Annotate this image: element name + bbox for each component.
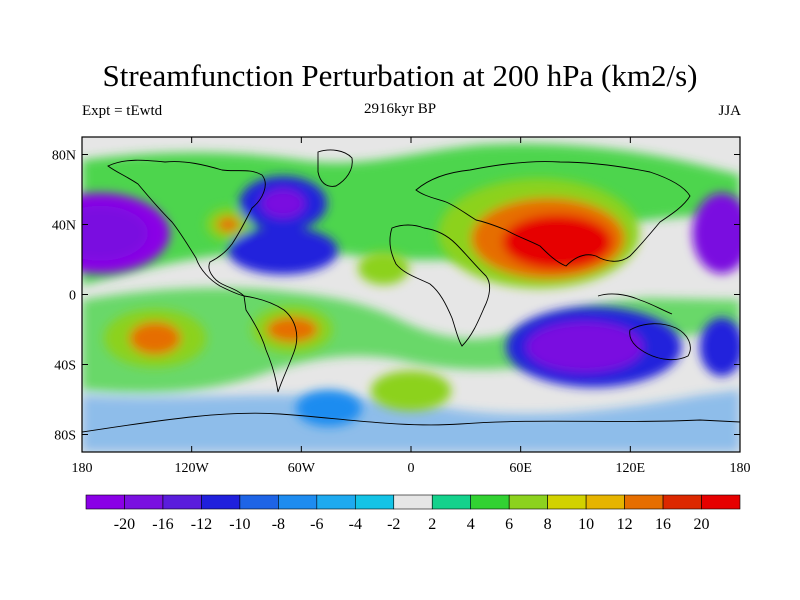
colorbar-swatch	[85, 494, 125, 510]
field-blob	[266, 316, 318, 343]
coast-maritime	[597, 293, 673, 315]
axis-ticks: 80N 40N 0 40S 80S 180 120W 60W 0 60E 120E 180	[52, 137, 751, 476]
field-blob	[357, 251, 410, 285]
field-blob	[370, 370, 452, 411]
colorbar-swatch	[201, 494, 241, 510]
colorbar-swatch	[316, 494, 356, 510]
colorbar-swatch	[701, 494, 741, 510]
colorbar-swatch	[624, 494, 664, 510]
coast-australia	[629, 323, 691, 361]
colorbar-label: -20	[114, 516, 135, 533]
colorbar-label: -12	[191, 516, 212, 533]
lat-tick-label: 40S	[54, 359, 76, 374]
colorbar-swatch	[354, 494, 395, 510]
coast-north-america	[107, 159, 266, 297]
colorbar-label: 10	[578, 516, 594, 533]
field-blob	[217, 217, 240, 232]
colorbar-label: 8	[544, 516, 552, 533]
colorbar-swatch	[470, 494, 510, 510]
lon-tick-label: 120E	[616, 461, 646, 476]
lon-tick-label: 60W	[288, 461, 316, 476]
colorbar-swatch	[508, 494, 548, 510]
colorbar-swatch	[431, 494, 472, 510]
colorbar-label: -2	[387, 516, 400, 533]
map-title: Streamfunction Perturbation at 200 hPa (…	[102, 58, 698, 93]
field-blob	[228, 226, 338, 275]
lat-tick-label: 80S	[54, 429, 76, 444]
colorbar-label: -16	[152, 516, 173, 533]
lon-tick-label: 180	[730, 461, 751, 476]
lat-tick-label: 0	[69, 289, 76, 304]
colorbar-label: -4	[349, 516, 362, 533]
field-blob	[295, 389, 362, 427]
time-label: 2916kyr BP	[363, 101, 437, 117]
colorbar-label: 20	[694, 516, 710, 533]
colorbar-swatch	[239, 494, 279, 510]
colorbar-label: -6	[310, 516, 323, 533]
coastlines	[82, 149, 740, 433]
band-antarctic	[82, 390, 740, 452]
coast-greenland	[317, 149, 353, 187]
colorbar-swatch	[278, 494, 318, 510]
lon-tick-label: 120W	[175, 461, 210, 476]
colorbar-swatch	[547, 494, 587, 510]
season-label: JJA	[718, 103, 741, 119]
field-blob	[261, 188, 305, 219]
coast-antarctica	[82, 412, 740, 433]
colorbar-label: 6	[505, 516, 513, 533]
colorbar-swatch	[662, 494, 702, 510]
field-blob	[699, 317, 740, 377]
colorbar-label: -8	[272, 516, 285, 533]
colorbar-swatch	[124, 494, 164, 510]
colorbar-label: -10	[229, 516, 250, 533]
colorbar-label: 12	[617, 516, 633, 533]
lon-tick-label: 60E	[509, 461, 532, 476]
field-blob	[502, 214, 613, 270]
lat-tick-label: 40N	[52, 219, 76, 234]
coast-south-america	[243, 295, 298, 393]
field-blob	[129, 321, 181, 355]
colorbar-label: 2	[428, 516, 436, 533]
colorbar-label: 16	[655, 516, 671, 533]
field-blob	[82, 205, 148, 261]
coast-eurasia	[415, 161, 691, 267]
colorbar-swatch	[162, 494, 202, 510]
field-blob	[692, 193, 740, 274]
lon-tick-label: 180	[72, 461, 93, 476]
map-plot-area	[82, 137, 740, 452]
lon-tick-label: 0	[408, 461, 415, 476]
colorbar-swatch	[585, 494, 625, 510]
colorbar-swatch	[393, 494, 433, 510]
lat-tick-label: 80N	[52, 149, 76, 164]
experiment-label: Expt = tEwtd	[82, 103, 163, 119]
coast-africa	[389, 224, 491, 347]
field-blobs	[82, 176, 740, 427]
colorbar: -20 -16 -12 -10 -8 -6 -4 -2 2 4 6 8 10 12 16 20	[85, 494, 741, 533]
field-blob	[526, 321, 644, 373]
colorbar-label: 4	[467, 516, 475, 533]
